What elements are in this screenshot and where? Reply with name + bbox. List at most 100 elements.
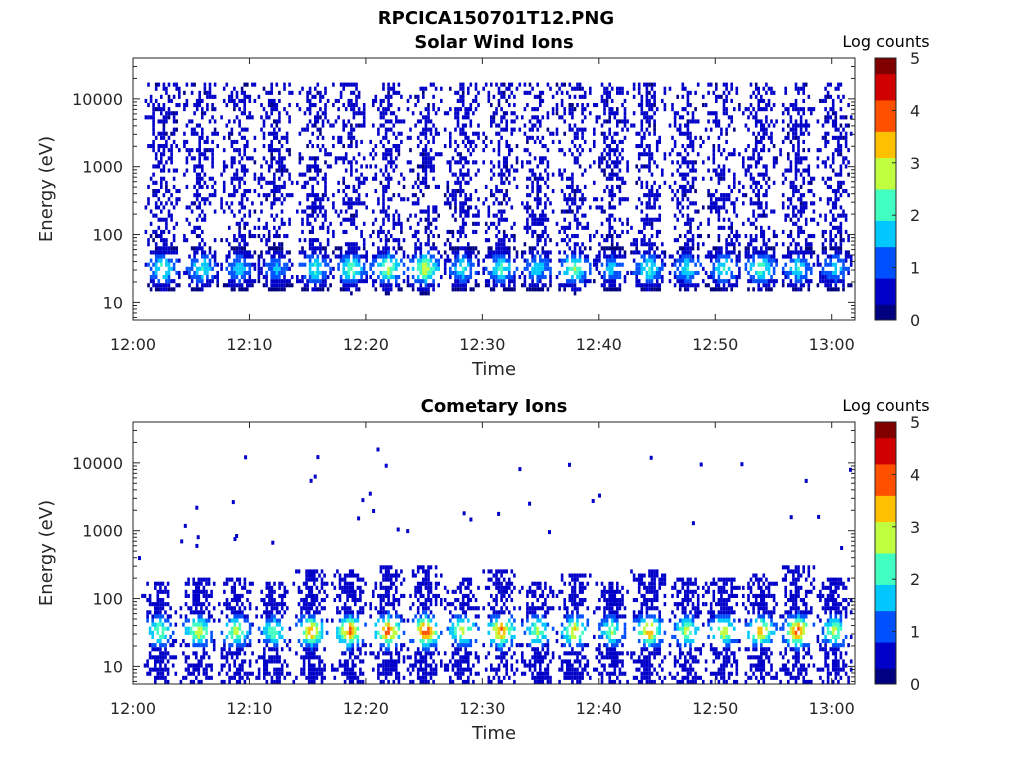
heatmap-cell xyxy=(316,119,320,124)
heatmap-cell xyxy=(792,148,795,153)
heatmap-cell xyxy=(578,270,582,275)
heatmap-cell xyxy=(157,217,161,222)
heatmap-cell xyxy=(571,107,574,112)
heatmap-cell xyxy=(360,229,363,234)
heatmap-cell xyxy=(730,258,733,263)
heatmap-cell xyxy=(427,205,430,210)
heatmap-cell xyxy=(429,258,433,263)
heatmap-cell xyxy=(794,246,798,251)
heatmap-cell xyxy=(544,193,547,198)
heatmap-cell xyxy=(635,250,638,255)
heatmap-cell xyxy=(459,283,462,288)
heatmap-cell xyxy=(568,103,572,108)
heatmap-cell xyxy=(427,291,430,296)
heatmap-cell xyxy=(400,246,403,251)
heatmap-cell xyxy=(603,209,606,214)
heatmap-cell xyxy=(382,250,385,255)
heatmap-cell xyxy=(332,275,335,280)
heatmap-cell xyxy=(314,201,317,206)
heatmap-cell xyxy=(727,197,731,202)
heatmap-cell xyxy=(757,139,760,144)
heatmap-cell xyxy=(645,115,649,120)
heatmap-cell xyxy=(730,201,733,206)
heatmap-cell xyxy=(689,270,692,275)
heatmap-cell xyxy=(308,205,312,210)
heatmap-cell xyxy=(416,266,420,271)
heatmap-cell xyxy=(324,213,327,218)
heatmap-cell xyxy=(262,123,266,128)
heatmap-cell xyxy=(844,217,848,222)
heatmap-cell xyxy=(257,266,261,271)
heatmap-cell xyxy=(635,242,638,247)
heatmap-cell xyxy=(573,156,577,161)
heatmap-cell xyxy=(477,262,480,267)
heatmap-cell xyxy=(280,160,284,165)
heatmap-cell xyxy=(273,107,276,112)
heatmap-cell xyxy=(319,209,322,214)
heatmap-cell xyxy=(643,221,646,226)
heatmap-cell xyxy=(427,164,430,169)
heatmap-cell xyxy=(528,205,532,210)
heatmap-cell xyxy=(208,262,212,267)
heatmap-cell xyxy=(329,283,332,288)
heatmap-cell xyxy=(797,279,800,284)
heatmap-cell xyxy=(355,258,358,263)
heatmap-cell xyxy=(789,115,793,120)
heatmap-cell xyxy=(495,225,498,230)
heatmap-cell xyxy=(228,193,231,198)
heatmap-cell xyxy=(689,225,692,230)
heatmap-cell xyxy=(784,135,787,140)
heatmap-cell xyxy=(681,193,685,198)
heatmap-cell xyxy=(673,180,677,185)
heatmap-cell xyxy=(467,90,470,95)
heatmap-cell xyxy=(717,238,721,243)
heatmap-cell xyxy=(167,275,171,280)
heatmap-cell xyxy=(459,168,462,173)
heatmap-cell xyxy=(653,197,656,202)
heatmap-cell xyxy=(810,217,813,222)
heatmap-cell xyxy=(804,82,808,87)
heatmap-cell xyxy=(456,152,460,157)
heatmap-cell xyxy=(288,250,291,255)
heatmap-cell xyxy=(260,176,263,181)
heatmap-cell xyxy=(248,189,252,194)
heatmap-cell xyxy=(533,176,537,181)
heatmap-cell xyxy=(573,197,577,202)
heatmap-cell xyxy=(362,242,366,247)
heatmap-cell xyxy=(459,225,462,230)
heatmap-cell xyxy=(270,103,273,108)
heatmap-cell xyxy=(379,111,383,116)
heatmap-cell xyxy=(643,266,646,271)
heatmap-cell xyxy=(824,279,827,284)
heatmap-cell xyxy=(344,82,348,87)
heatmap-cell xyxy=(586,225,590,230)
heatmap-cell xyxy=(432,103,435,108)
heatmap-cell xyxy=(834,86,838,91)
heatmap-cell xyxy=(235,221,239,226)
heatmap-cell xyxy=(533,197,537,202)
heatmap-cell xyxy=(541,90,545,95)
heatmap-cell xyxy=(738,242,741,247)
heatmap-cell xyxy=(319,246,322,251)
heatmap-cell xyxy=(484,82,488,87)
heatmap-cell xyxy=(492,254,496,259)
heatmap-cell xyxy=(505,217,508,222)
heatmap-cell xyxy=(230,262,234,267)
heatmap-cell xyxy=(190,266,194,271)
heatmap-cell xyxy=(663,152,667,157)
heatmap-cell xyxy=(637,279,641,284)
heatmap-cell xyxy=(490,275,493,280)
heatmap-cell xyxy=(566,90,569,95)
heatmap-cell xyxy=(379,103,383,108)
heatmap-cell xyxy=(260,172,263,177)
heatmap-cell xyxy=(696,225,700,230)
heatmap-cell xyxy=(355,98,358,103)
heatmap-cell xyxy=(432,270,435,275)
heatmap-cell xyxy=(709,254,713,259)
heatmap-cell xyxy=(275,287,279,292)
heatmap-cell xyxy=(787,234,790,239)
heatmap-cell xyxy=(188,221,191,226)
heatmap-cell xyxy=(220,205,223,210)
heatmap-cell xyxy=(613,193,617,198)
heatmap-cell xyxy=(799,205,803,210)
